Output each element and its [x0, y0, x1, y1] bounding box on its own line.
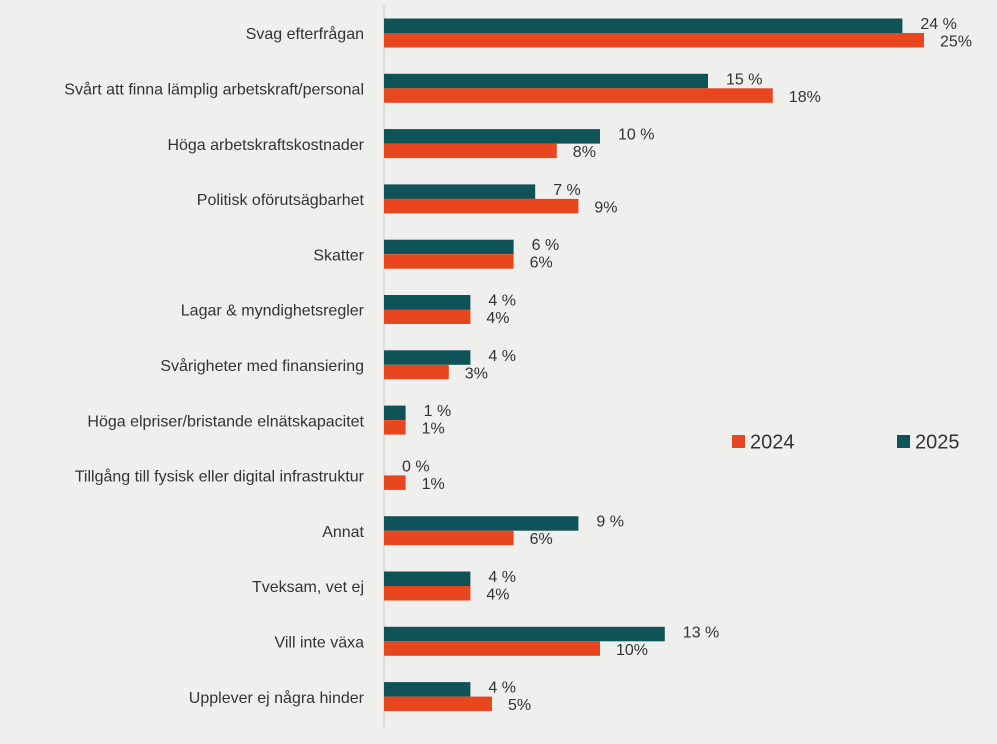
y-tick-label: Lagar & myndighetsregler [181, 303, 365, 320]
data-label: 6% [530, 255, 553, 272]
bar [384, 198, 579, 214]
data-label: 18% [789, 89, 821, 106]
data-label: 7 % [553, 182, 581, 199]
data-label: 4 % [488, 292, 516, 309]
bar [384, 184, 536, 199]
y-tick-label: Höga elpriser/bristande elnätskapacitet [87, 413, 364, 430]
y-tick-label: Tillgång till fysisk eller digital infra… [75, 468, 365, 486]
bar [384, 239, 514, 255]
data-label: 15 % [726, 71, 762, 88]
data-label: 9% [594, 199, 617, 216]
data-label: 1% [422, 476, 445, 493]
bar [384, 626, 665, 642]
legend-swatch [732, 435, 745, 448]
y-tick-label: Svårigheter med finansiering [160, 357, 364, 375]
data-label: 5% [508, 697, 531, 714]
data-label: 4 % [488, 569, 516, 586]
legend-swatch [897, 435, 910, 448]
data-label: 4% [486, 310, 509, 327]
data-label: 10% [616, 642, 648, 659]
data-label: 0 % [402, 458, 430, 475]
data-label: 6% [530, 531, 553, 548]
data-label: 9 % [596, 514, 624, 531]
legend-label: 2025 [915, 431, 960, 453]
bar [384, 475, 406, 490]
bar [384, 696, 492, 712]
data-label: 25% [940, 33, 972, 50]
y-tick-label: Skatter [313, 247, 364, 264]
bar [384, 420, 406, 435]
data-label: 4 % [488, 348, 516, 365]
bar [384, 254, 514, 269]
y-tick-label: Svårt att finna lämplig arbetskraft/pers… [64, 81, 364, 99]
bar [384, 641, 600, 656]
bar [384, 295, 471, 310]
bar [384, 350, 471, 365]
bar [384, 33, 924, 48]
data-label: 4 % [488, 680, 516, 697]
bar [384, 516, 579, 531]
data-label: 6 % [532, 237, 560, 254]
y-tick-label: Upplever ej några hinder [189, 689, 365, 707]
data-label: 10 % [618, 127, 654, 144]
data-label: 8% [573, 144, 596, 161]
data-label: 13 % [683, 624, 719, 641]
y-tick-label: Tveksam, vet ej [252, 579, 364, 596]
y-tick-label: Annat [322, 524, 364, 541]
y-tick-label: Höga arbetskraftskostnader [167, 137, 364, 154]
bar [384, 586, 471, 601]
data-label: 1 % [424, 403, 452, 420]
bar [384, 88, 773, 103]
bar [384, 18, 903, 33]
bar [384, 571, 471, 586]
bar [384, 143, 557, 159]
y-tick-label: Politisk oförutsägbarhet [197, 192, 365, 209]
data-label: 3% [465, 365, 488, 382]
y-tick-label: Svag efterfrågan [246, 25, 364, 43]
data-label: 24 % [920, 16, 956, 33]
data-label: 1% [422, 421, 445, 438]
bar [384, 364, 449, 380]
bar [384, 405, 406, 421]
bar [384, 73, 708, 89]
data-label: 4% [486, 586, 509, 603]
bar [384, 129, 600, 144]
legend-label: 2024 [750, 431, 795, 453]
bar [384, 682, 471, 697]
bar [384, 309, 471, 324]
bar [384, 530, 514, 546]
y-tick-label: Vill inte växa [274, 635, 364, 652]
